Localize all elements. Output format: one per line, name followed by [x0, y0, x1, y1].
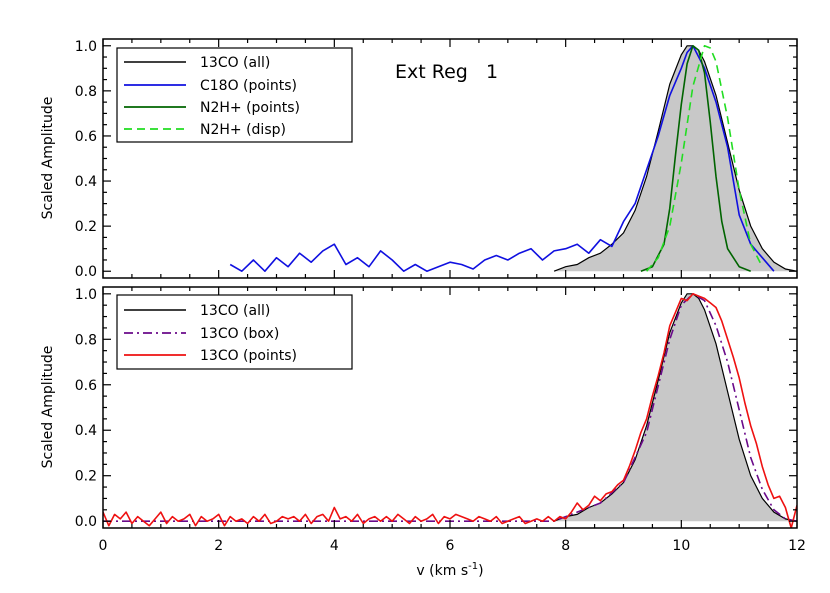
bot-y-tick-label: 0.2: [75, 469, 97, 485]
top-legend-box: [116, 47, 353, 143]
bottom-ticks: [102, 287, 798, 528]
bot-y-tick-label: 0.6: [75, 378, 97, 394]
x-tick-label: 8: [561, 538, 570, 554]
x-axis-title: v (km s-1): [416, 561, 483, 579]
13co-all-area-bottom: [553, 293, 797, 522]
top-y-tick-label: 0.2: [75, 219, 97, 235]
top-y-tick-label: 0.6: [75, 129, 97, 145]
top-y-tick-label: 1.0: [75, 39, 97, 55]
top-y-tick-label: 0.4: [75, 174, 97, 190]
x-tick-label: 0: [99, 538, 108, 554]
x-tick-label: 6: [446, 538, 455, 554]
top-panel: 0.0 0.2 0.4 0.6 0.8 1.0 Scaled Amplitude Ext …: [40, 38, 798, 280]
top-y-tick-label: 0.8: [75, 84, 97, 100]
top-series-n2h-disp-line: [645, 45, 764, 272]
top-panel-title: Ext Reg 1: [395, 61, 498, 83]
bot-y-tick-label: 0.4: [75, 423, 97, 439]
top-ticks: [102, 39, 798, 278]
top-y-axis-title: Scaled Amplitude: [40, 97, 56, 220]
x-tick-label: 4: [330, 538, 339, 554]
top-legend-label-n2h-disp: N2H+ (disp): [200, 122, 286, 138]
top-legend-label-13co-all: 13CO (all): [200, 55, 270, 71]
bot-y-tick-label: 0.8: [75, 332, 97, 348]
bottom-legend-label-13co-all: 13CO (all): [200, 303, 270, 319]
bot-series-13co-points-line: [103, 293, 797, 528]
bot-series-13co-all-fill: [554, 293, 797, 522]
bottom-legend-box: [116, 294, 353, 370]
top-series-group: [229, 45, 775, 272]
bottom-x-tick-labels: 0 2 4 6 8 10 12: [99, 538, 806, 554]
top-legend-label-c18o: C18O (points): [200, 78, 297, 94]
x-tick-label: 2: [214, 538, 223, 554]
bot-y-tick-label: 0.0: [75, 514, 97, 530]
bottom-y-axis-title: Scaled Amplitude: [40, 346, 56, 469]
bottom-panel: 0.0 0.2 0.4 0.6 0.8 1.0 0 2 4 6 8 10 12 Scaled Ampl…: [40, 286, 806, 579]
bottom-legend-label-13co-box: 13CO (box): [200, 326, 279, 342]
x-tick-label: 10: [672, 538, 690, 554]
bottom-legend: 13CO (all) 13CO (box) 13CO (points): [116, 294, 353, 370]
top-legend: 13CO (all) C18O (points) N2H+ (points) N…: [116, 47, 353, 143]
top-series-n2h-points-line: [640, 45, 751, 272]
top-y-tick-label: 0.0: [75, 264, 97, 280]
x-tick-label: 12: [788, 538, 806, 554]
top-y-tick-labels: 0.0 0.2 0.4 0.6 0.8 1.0: [75, 39, 97, 280]
top-series-13co-all-line: [553, 45, 797, 272]
bottom-y-tick-labels: 0.0 0.2 0.4 0.6 0.8 1.0: [75, 287, 97, 530]
bottom-legend-label-13co-points: 13CO (points): [200, 348, 297, 364]
top-legend-label-n2h-points: N2H+ (points): [200, 100, 300, 116]
bot-y-tick-label: 1.0: [75, 287, 97, 303]
